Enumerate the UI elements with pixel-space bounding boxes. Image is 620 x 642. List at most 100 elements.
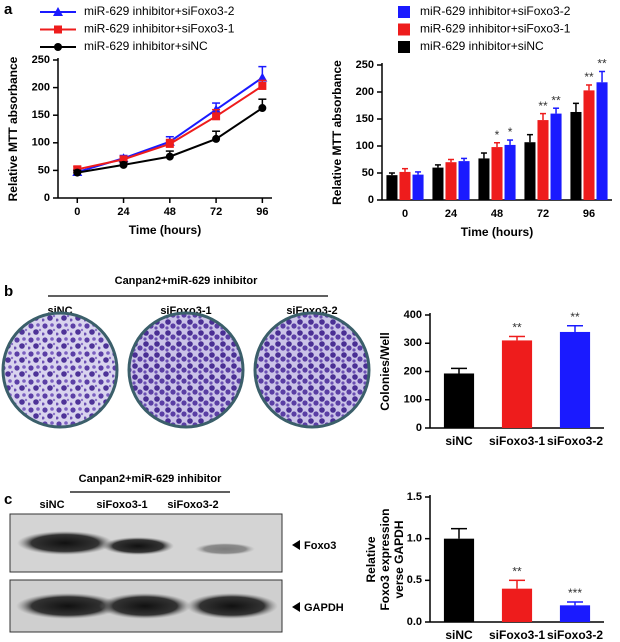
significance: ** [551,93,561,107]
x-tick-label: 96 [256,206,268,218]
y-tick-label: 250 [32,54,50,66]
bar [432,167,444,200]
significance: ** [570,310,580,324]
y-tick-label: 50 [362,167,374,179]
legend-label: miR-629 inhibitor+siNC [420,39,544,53]
x-tick-label: siFoxo3-2 [547,434,603,448]
bar [458,161,470,200]
y-tick-label: 250 [356,59,374,71]
bar [524,142,536,200]
legend-swatch [398,41,410,53]
colony-header: Canpan2+miR-629 inhibitor [115,275,258,287]
bar [386,175,398,200]
bar [445,162,457,200]
marker [212,134,221,143]
significance: * [495,128,500,142]
y-tick-label: 0.5 [407,574,422,586]
y-axis-label: Relative [364,536,378,582]
band-label: GAPDH [304,602,344,614]
y-tick-label: 150 [356,113,374,125]
plate [127,311,245,429]
blot-band [99,593,191,619]
y-tick-label: 200 [356,86,374,98]
lane-label: siNC [39,499,64,511]
legend-swatch [398,6,410,18]
marker [119,155,128,164]
x-tick-label: 48 [164,206,176,218]
x-tick-label: 0 [74,206,80,218]
significance: *** [568,586,582,600]
bar [559,605,591,622]
band-label: Foxo3 [304,540,336,552]
bar [491,147,503,200]
bar [399,171,411,200]
significance: ** [538,99,548,113]
panel-label: b [4,283,13,300]
significance: ** [512,565,522,579]
legend-label: miR-629 inhibitor+siNC [84,39,208,53]
y-tick-label: 400 [404,309,422,321]
bar [504,144,516,200]
marker [54,43,62,51]
y-axis-label: Relative MTT absorbance [330,60,344,205]
plate [1,311,119,429]
blot-band [16,593,120,619]
y-tick-label: 50 [38,164,50,176]
panel-label: a [4,1,13,18]
x-axis-label: Time (hours) [129,223,201,237]
bar [537,120,549,200]
marker [53,7,63,16]
marker [212,112,221,121]
legend-label: miR-629 inhibitor+siFoxo3-1 [84,22,235,36]
x-tick-label: 48 [491,208,503,220]
arrow [292,602,300,612]
marker [258,81,267,90]
marker [257,72,268,82]
blot-header: Canpan2+miR-629 inhibitor [79,473,222,485]
y-tick-label: 100 [404,394,422,406]
marker [73,168,82,177]
marker [165,152,174,161]
bar [412,174,424,200]
blot-band [186,593,278,619]
bar [596,82,608,200]
x-tick-label: 72 [537,208,549,220]
bar [550,113,562,200]
bar [443,373,475,428]
blot-band [102,537,174,555]
blot-band [195,543,255,555]
x-tick-label: siFoxo3-2 [547,628,603,642]
blot-band [17,531,113,555]
arrow [292,540,300,550]
marker [119,160,128,169]
y-tick-label: 1.0 [407,533,422,545]
significance: ** [597,57,607,71]
plate [253,311,371,429]
lane-label: siFoxo3-1 [96,499,147,511]
marker [258,104,267,113]
y-axis-label: Relative MTT absorbance [6,56,20,201]
legend-label: miR-629 inhibitor+siFoxo3-1 [420,22,571,36]
panel-label: c [4,491,12,508]
x-axis-label: Time (hours) [461,225,533,239]
y-tick-label: 0.0 [407,616,422,628]
y-tick-label: 0 [44,192,50,204]
x-tick-label: siFoxo3-1 [489,434,545,448]
marker [165,139,174,148]
legend-swatch [398,23,410,36]
marker [54,25,62,34]
significance: ** [512,321,522,335]
bar [501,588,533,622]
x-tick-label: 96 [583,208,595,220]
y-tick-label: 150 [32,109,50,121]
y-tick-label: 0 [368,194,374,206]
significance: ** [584,70,594,84]
x-tick-label: 24 [445,208,458,220]
legend-label: miR-629 inhibitor+siFoxo3-2 [420,4,571,18]
y-tick-label: 1.5 [407,491,422,503]
legend-label: miR-629 inhibitor+siFoxo3-2 [84,4,235,18]
y-tick-label: 200 [32,82,50,94]
x-tick-label: 0 [402,208,408,220]
y-tick-label: 200 [404,365,422,377]
